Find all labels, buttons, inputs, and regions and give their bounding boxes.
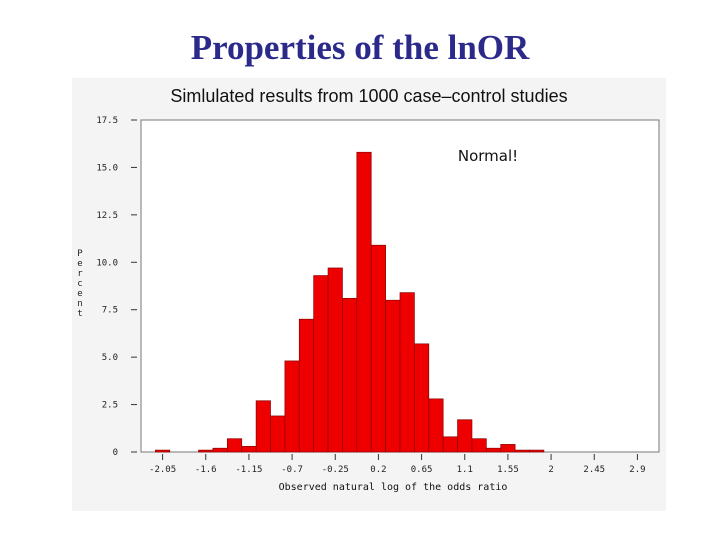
histogram-bar bbox=[327, 267, 343, 453]
x-tick-label: -0.25 bbox=[322, 465, 349, 475]
histogram-bar bbox=[414, 343, 430, 453]
x-tick-label: 1.55 bbox=[497, 465, 519, 475]
histogram-bar bbox=[442, 436, 458, 453]
histogram-bar bbox=[212, 447, 228, 453]
histogram-bar bbox=[155, 449, 171, 453]
x-axis-label: Observed natural log of the odds ratio bbox=[279, 482, 508, 493]
histogram-bar bbox=[270, 415, 286, 453]
x-tick-labels: -2.05 -1.6 -1.15 -0.7 -0.25 0.2 0.65 1.1 1.55 2 2.… bbox=[149, 465, 646, 475]
y-axis-label-letter: P bbox=[77, 249, 83, 259]
histogram-bars bbox=[155, 151, 545, 453]
y-axis-label-letter: r bbox=[77, 269, 83, 279]
histogram-bar bbox=[241, 445, 257, 453]
histogram-bar bbox=[342, 297, 358, 453]
x-tick-label: -0.7 bbox=[281, 465, 303, 475]
y-axis-label-letter: e bbox=[77, 259, 82, 269]
histogram-bar bbox=[428, 398, 444, 453]
histogram-bar bbox=[226, 438, 243, 453]
histogram-bar bbox=[500, 444, 516, 453]
x-tick-label: 2.45 bbox=[583, 465, 605, 475]
y-axis-label-letter: t bbox=[77, 309, 82, 319]
x-tick-label: 1.1 bbox=[457, 465, 473, 475]
histogram-bar bbox=[356, 151, 372, 453]
histogram-svg: Simlulated results from 1000 case–contro… bbox=[77, 86, 660, 493]
histogram-bar bbox=[284, 360, 300, 453]
x-tick-label: 0.65 bbox=[411, 465, 433, 475]
y-axis-label-letter: n bbox=[77, 299, 82, 309]
y-tick-label: 10.0 bbox=[96, 258, 118, 268]
x-tick-label: -2.05 bbox=[149, 465, 176, 475]
x-tick-label: 0.2 bbox=[370, 465, 386, 475]
y-tick-label: 17.5 bbox=[96, 116, 118, 126]
y-axis-label-letter: c bbox=[77, 279, 82, 289]
histogram-bar bbox=[370, 244, 386, 453]
normal-annotation: Normal! bbox=[458, 147, 518, 165]
histogram-bar bbox=[198, 449, 214, 453]
histogram-bar bbox=[457, 419, 473, 453]
histogram-bar bbox=[529, 449, 545, 453]
histogram-bar bbox=[399, 292, 415, 453]
histogram-bar bbox=[471, 438, 487, 453]
x-tick-label: -1.15 bbox=[235, 465, 262, 475]
histogram-bar bbox=[313, 275, 329, 453]
y-tick-label: 2.5 bbox=[102, 401, 118, 411]
histogram-bar bbox=[514, 449, 530, 453]
histogram-bar bbox=[385, 299, 401, 453]
histogram-chart: Simlulated results from 1000 case–contro… bbox=[72, 78, 666, 511]
y-tick-label: 7.5 bbox=[102, 306, 118, 316]
histogram-bar bbox=[298, 318, 315, 453]
histogram-bar bbox=[255, 400, 271, 453]
x-tick-label: -1.6 bbox=[195, 465, 217, 475]
y-tick-labels: 0 2.5 5.0 7.5 10.0 12.5 15.0 17.5 bbox=[96, 116, 118, 458]
slide-title: Properties of the lnOR bbox=[190, 28, 530, 67]
x-tick-label: 2 bbox=[548, 465, 553, 475]
y-tick-label: 15.0 bbox=[96, 163, 118, 173]
chart-title: Simlulated results from 1000 case–contro… bbox=[170, 86, 567, 106]
axis-ticks bbox=[131, 119, 638, 460]
x-tick-label: 2.9 bbox=[629, 465, 645, 475]
y-axis-label-letter: e bbox=[77, 289, 82, 299]
histogram-bar bbox=[485, 447, 502, 453]
y-tick-label: 0 bbox=[113, 448, 118, 458]
y-tick-label: 5.0 bbox=[102, 353, 118, 363]
y-tick-label: 12.5 bbox=[96, 211, 118, 221]
